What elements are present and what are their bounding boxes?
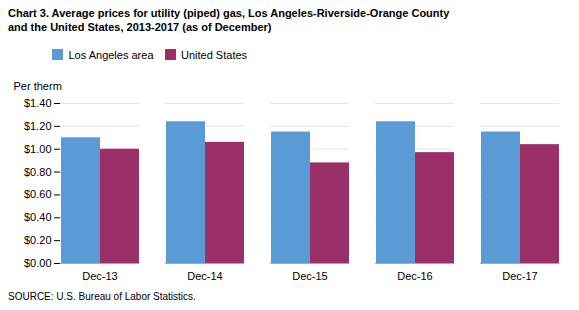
svg-text:Per therm: Per therm xyxy=(14,80,62,92)
svg-text:$0.40: $0.40 xyxy=(24,211,52,223)
svg-text:$0.20: $0.20 xyxy=(24,234,52,246)
svg-text:Dec-17: Dec-17 xyxy=(502,270,537,282)
svg-text:$0.80: $0.80 xyxy=(24,165,52,177)
svg-text:$0.60: $0.60 xyxy=(24,188,52,200)
svg-text:$1.40: $1.40 xyxy=(24,97,52,109)
svg-text:Dec-16: Dec-16 xyxy=(397,270,432,282)
svg-text:$1.20: $1.20 xyxy=(24,119,52,131)
html-text:United States: United States xyxy=(181,48,248,61)
svg-text:$1.00: $1.00 xyxy=(24,142,52,154)
html-text:Los Angeles area: Los Angeles area xyxy=(68,48,154,61)
svg-text:Dec-14: Dec-14 xyxy=(187,270,222,282)
html-text:SOURCE: U.S. Bureau of Labor S: SOURCE: U.S. Bureau of Labor Statistics. xyxy=(8,290,196,302)
svg-text:$0.00: $0.00 xyxy=(24,257,52,269)
svg-text:Dec-13: Dec-13 xyxy=(82,270,117,282)
svg-text:Dec-15: Dec-15 xyxy=(292,270,327,282)
html-text:Chart 3. Average prices for ut: Chart 3. Average prices for utility (pip… xyxy=(8,7,450,33)
